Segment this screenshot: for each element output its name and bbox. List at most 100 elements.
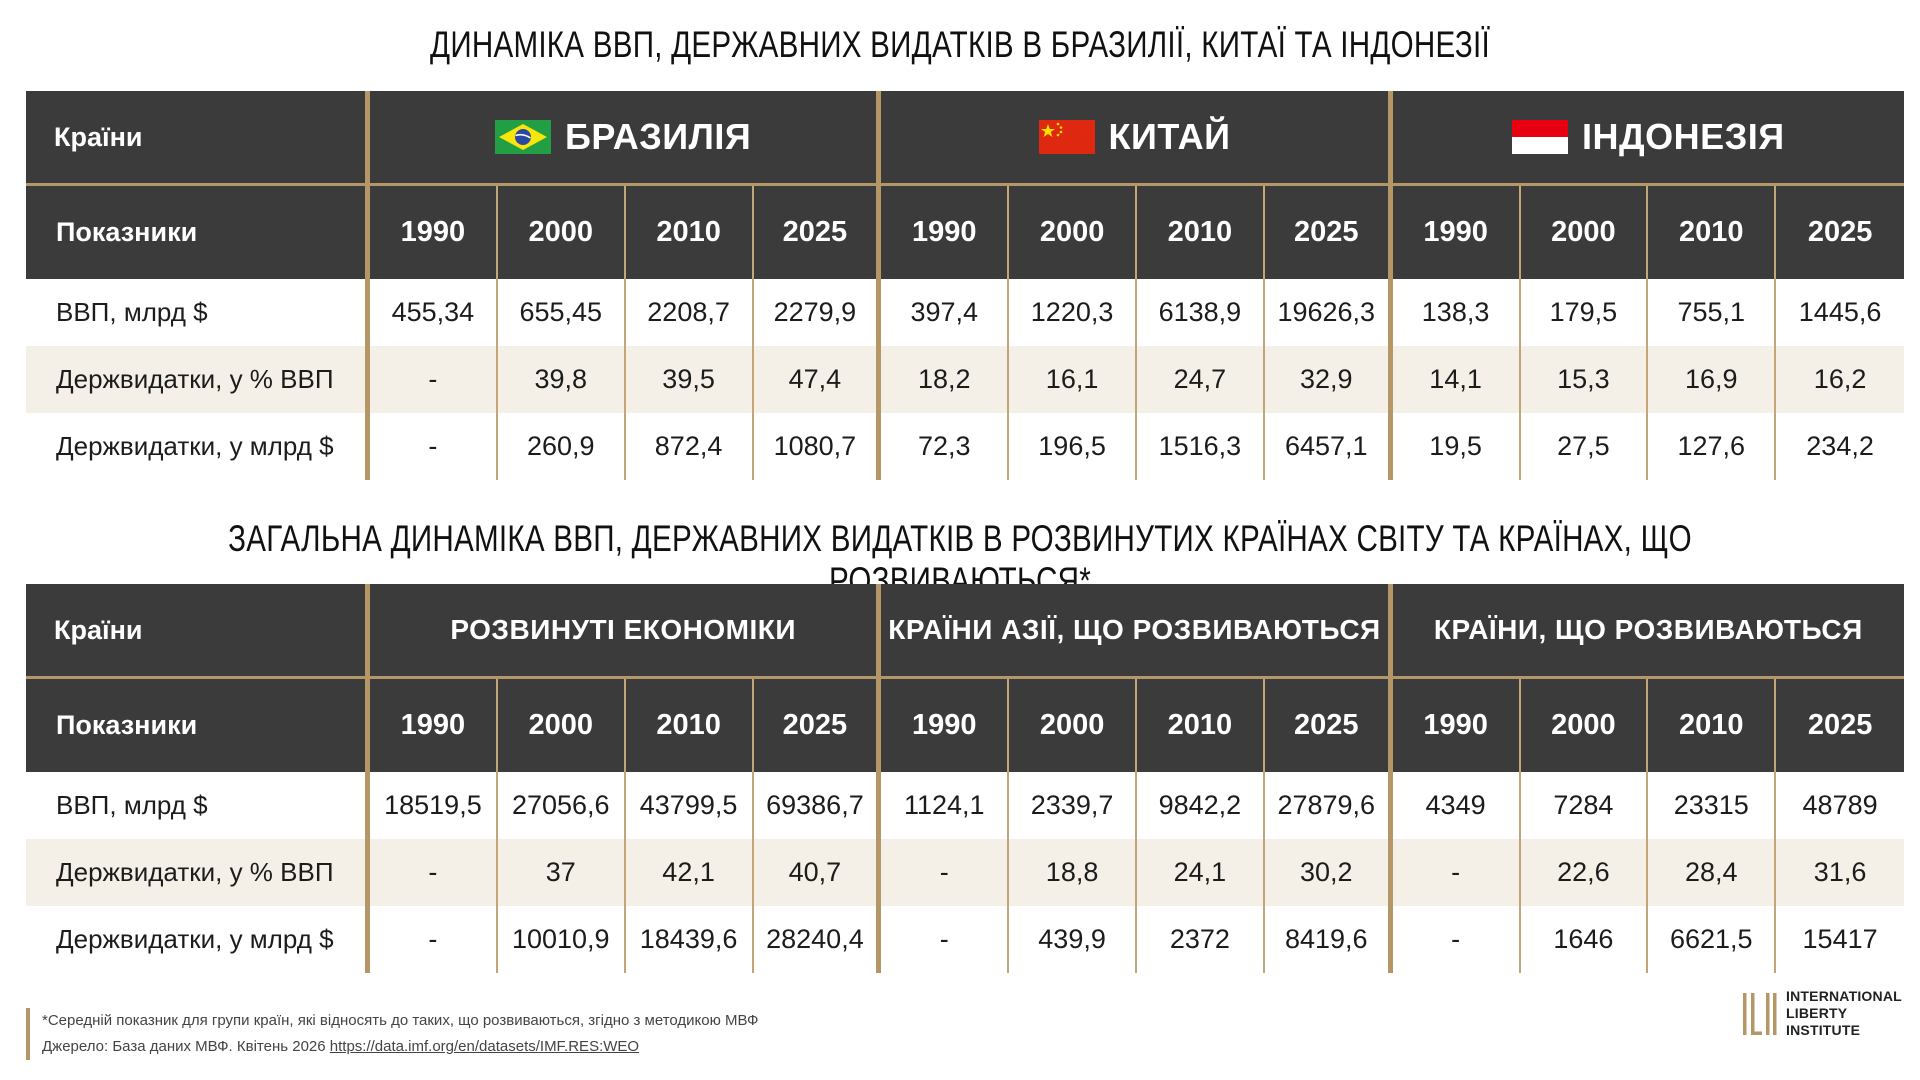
country-indonesia-header: ІНДОНЕЗІЯ	[1393, 91, 1904, 183]
years-header-row: Показники 1990 2000 2010 2025 1990 2000 2010 20…	[26, 186, 1904, 279]
economy-groups-table: Країни РОЗВИНУТІ ЕКОНОМІКИ КРАЇНИ АЗІЇ, …	[26, 584, 1904, 973]
table-cell: 7284	[1521, 772, 1649, 839]
logo-line-1: INTERNATIONAL	[1786, 988, 1902, 1004]
table-body: ВВП, млрд $18519,5 27056,6 43799,5 69386,7 1…	[26, 772, 1904, 973]
table-cell: 43799,5	[626, 772, 754, 839]
table-row: Держвидатки, у млрд $ -260,9 872,4 1080,7 72…	[26, 413, 1904, 480]
year-header: 2010	[1648, 679, 1777, 772]
years-header-row: Показники 1990 2000 2010 2025 1990 2000 2010 20…	[26, 679, 1904, 772]
table-cell: -	[370, 346, 498, 413]
table-cell: -	[881, 906, 1010, 973]
table-cell: 2279,9	[754, 279, 882, 346]
table-cell: 31,6	[1813, 857, 1867, 887]
brazil-flag-icon	[495, 120, 552, 154]
year-header: 2000	[498, 186, 626, 279]
table-cell: 1220,3	[1009, 279, 1137, 346]
country-brazil-header: БРАЗИЛІЯ	[370, 91, 882, 183]
table-row: Держвидатки, у % ВВП -37 42,1 40,7-18,8 24,1…	[26, 839, 1904, 906]
source-link[interactable]: https://data.imf.org/en/datasets/IMF.RES…	[329, 1038, 640, 1055]
table-cell: 127,6	[1648, 413, 1777, 480]
table-cell: -	[370, 906, 498, 973]
table-cell: 27879,6	[1265, 772, 1393, 839]
group-emerging-markets-header: КРАЇНИ, ЩО РОЗВИВАЮТЬСЯ	[1433, 614, 1863, 645]
table-cell: 6621,5	[1648, 906, 1777, 973]
table-cell: 260,9	[498, 413, 626, 480]
table-cell: 23315	[1648, 772, 1777, 839]
row-label: Держвидатки, у млрд $	[26, 906, 370, 973]
table-cell: 69386,7	[754, 772, 882, 839]
year-header: 2000	[1521, 186, 1649, 279]
row-label: ВВП, млрд $	[26, 279, 370, 346]
year-header: 1990	[881, 186, 1010, 279]
year-header: 2025	[1807, 709, 1873, 741]
table-cell: 9842,2	[1137, 772, 1265, 839]
country-comparison-table: Країни БРАЗИЛІЯ КИТАЙ ІНДОНЕЗІЯ Показник…	[26, 91, 1904, 480]
year-header: 1990	[1393, 186, 1521, 279]
table-cell: 196,5	[1009, 413, 1137, 480]
table-cell: 18439,6	[626, 906, 754, 973]
year-header: 2000	[1521, 679, 1649, 772]
indonesia-flag-icon	[1512, 120, 1569, 154]
table-cell: -	[1393, 839, 1521, 906]
year-header: 2010	[1137, 679, 1265, 772]
indicators-header-label: Показники	[26, 679, 370, 772]
table-cell: 18519,5	[370, 772, 498, 839]
table-cell: 40,7	[754, 839, 882, 906]
table-row: Держвидатки, у млрд $ -10010,9 18439,6 2824…	[26, 906, 1904, 973]
table-cell: 15,3	[1521, 346, 1649, 413]
table-cell: 439,9	[1009, 906, 1137, 973]
logo-text: INTERNATIONAL LIBERTY INSTITUTE	[1786, 988, 1920, 1039]
row-label: Держвидатки, у % ВВП	[26, 839, 370, 906]
logo-line-2: LIBERTY INSTITUTE	[1786, 1005, 1861, 1038]
footnote-note: *Середній показник для групи країн, які …	[42, 1012, 759, 1029]
table-cell: 16,2	[1813, 364, 1867, 394]
table-cell: 1646	[1521, 906, 1649, 973]
table-cell: 10010,9	[498, 906, 626, 973]
table-cell: 39,8	[498, 346, 626, 413]
table-cell: 30,2	[1265, 839, 1393, 906]
table-cell: 14,1	[1393, 346, 1521, 413]
page-title: ДИНАМІКА ВВП, ДЕРЖАВНИХ ВИДАТКІВ В БРАЗИ…	[430, 24, 1490, 65]
indicators-header-label: Показники	[26, 186, 370, 279]
table-cell: 2372	[1137, 906, 1265, 973]
table-cell: 48789	[1802, 790, 1878, 820]
year-header: 2010	[1137, 186, 1265, 279]
country-name: ІНДОНЕЗІЯ	[1582, 116, 1785, 157]
table-cell: 18,8	[1009, 839, 1137, 906]
table-cell: 15417	[1802, 924, 1878, 954]
table-cell: 19,5	[1393, 413, 1521, 480]
row-label: Держвидатки, у млрд $	[26, 413, 370, 480]
year-header: 1990	[881, 679, 1010, 772]
table-cell: 8419,6	[1265, 906, 1393, 973]
table-cell: -	[1393, 906, 1521, 973]
countries-header-label: Країни	[26, 91, 370, 183]
year-header: 1990	[1393, 679, 1521, 772]
year-header: 1990	[370, 679, 498, 772]
table-cell: 455,34	[370, 279, 498, 346]
source-prefix: Джерело: База даних МВФ. Квітень 2026	[42, 1038, 330, 1055]
table-cell: 2208,7	[626, 279, 754, 346]
country-name: БРАЗИЛІЯ	[565, 116, 752, 157]
table-cell: 37	[498, 839, 626, 906]
year-header: 2000	[1009, 186, 1137, 279]
year-header: 2025	[1265, 186, 1393, 279]
header-divider	[26, 183, 1904, 186]
table-cell: 47,4	[754, 346, 882, 413]
table-cell: 755,1	[1648, 279, 1777, 346]
table-cell: 39,5	[626, 346, 754, 413]
table-cell: 16,1	[1009, 346, 1137, 413]
table-body: ВВП, млрд $455,34 655,45 2208,7 2279,9 397,4…	[26, 279, 1904, 480]
year-header: 1990	[370, 186, 498, 279]
ili-logo-icon	[1742, 991, 1778, 1037]
footnote: *Середній показник для групи країн, які …	[26, 1008, 758, 1060]
country-china-header: КИТАЙ	[881, 91, 1393, 183]
table-cell: 1080,7	[754, 413, 882, 480]
row-label: ВВП, млрд $	[26, 772, 370, 839]
countries-header-row: Країни РОЗВИНУТІ ЕКОНОМІКИ КРАЇНИ АЗІЇ, …	[26, 584, 1904, 676]
table-cell: 27056,6	[498, 772, 626, 839]
logo: INTERNATIONAL LIBERTY INSTITUTE	[1742, 988, 1920, 1039]
table-cell: 872,4	[626, 413, 754, 480]
table-cell: 32,9	[1265, 346, 1393, 413]
table-cell: 2339,7	[1009, 772, 1137, 839]
table-cell: 6457,1	[1265, 413, 1393, 480]
